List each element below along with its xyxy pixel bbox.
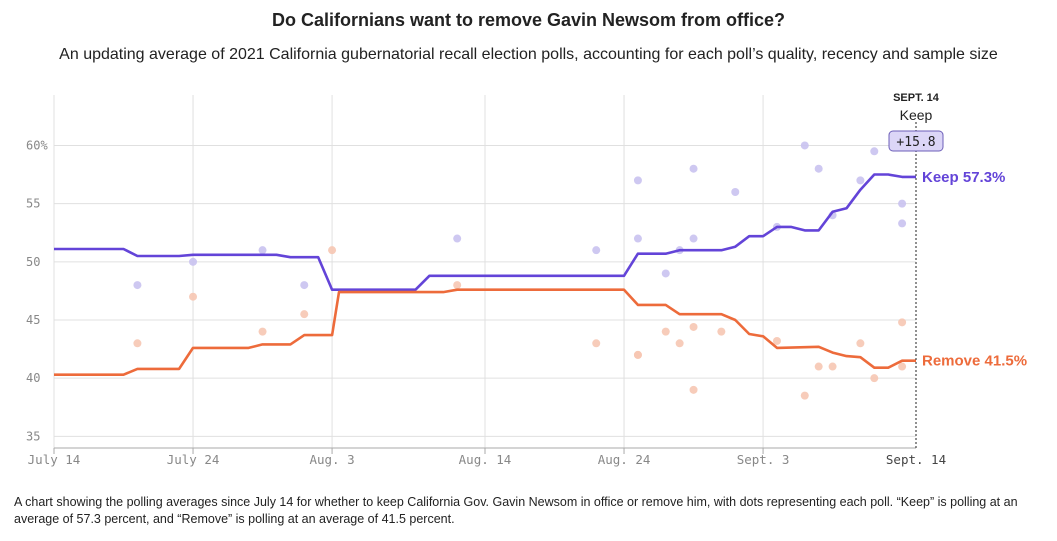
- remove-poll-dot: [717, 327, 726, 336]
- remove-poll-dot: [592, 339, 601, 348]
- keep-poll-dot: [856, 176, 865, 185]
- annotation-date-label: SEPT. 14: [893, 92, 940, 104]
- keep-poll-dot: [592, 246, 601, 255]
- annotation-leader-label: Keep: [900, 107, 933, 123]
- keep-poll-dot: [300, 281, 309, 290]
- keep-poll-dot: [133, 281, 142, 290]
- remove-poll-dot: [800, 391, 809, 400]
- remove-poll-dot: [453, 281, 462, 290]
- remove-poll-dot: [675, 339, 684, 348]
- y-tick-label: 60%: [26, 138, 48, 152]
- remove-poll-dot: [328, 246, 337, 255]
- keep-poll-dot: [453, 234, 462, 243]
- chart-title: Do Californians want to remove Gavin New…: [271, 10, 786, 30]
- remove-poll-dot: [258, 327, 267, 336]
- x-tick-label: Aug. 14: [459, 452, 512, 467]
- remove-end-label: Remove 41.5%: [922, 353, 1027, 370]
- x-tick-label: Aug. 24: [598, 452, 651, 467]
- remove-poll-dot: [689, 322, 698, 331]
- labels-layer: July 14 July 24 Aug. 3 Aug. 14 Aug. 24 Sept. …: [26, 92, 1027, 467]
- y-tick-label: 40: [26, 371, 40, 385]
- keep-poll-dot: [898, 199, 907, 208]
- keep-average-line: [54, 173, 916, 291]
- remove-poll-dot: [689, 385, 698, 394]
- keep-poll-dot: [633, 234, 642, 243]
- keep-poll-dot: [898, 219, 907, 228]
- keep-poll-dot: [731, 188, 740, 196]
- margin-label: +15.8: [896, 135, 935, 150]
- poll-dots-layer: [133, 141, 907, 400]
- x-tick-label: Aug. 3: [309, 452, 354, 467]
- keep-poll-dot: [689, 234, 698, 243]
- x-tick-label: July 14: [28, 452, 81, 467]
- polling-average-chart: July 14 July 24 Aug. 3 Aug. 14 Aug. 24 Sept. …: [26, 92, 1027, 467]
- y-tick-label: 35: [26, 429, 40, 443]
- x-tick-label: Sept. 3: [737, 452, 790, 467]
- chart-subtitle: An updating average of 2021 California g…: [59, 46, 998, 63]
- keep-poll-dot: [258, 246, 267, 255]
- chart-caption: A chart showing the polling averages sin…: [14, 495, 1018, 526]
- keep-end-label: Keep 57.3%: [922, 169, 1005, 186]
- remove-poll-dot: [133, 339, 142, 348]
- remove-poll-dot: [870, 374, 879, 383]
- remove-poll-dot: [856, 339, 865, 348]
- remove-poll-dot: [661, 327, 670, 336]
- remove-poll-dot: [633, 350, 642, 359]
- grid-layer: [53, 95, 916, 454]
- x-tick-label: July 24: [167, 452, 220, 467]
- remove-poll-dot: [898, 318, 907, 327]
- remove-poll-dot: [828, 362, 837, 371]
- keep-poll-dot: [814, 164, 823, 173]
- remove-average-line: [54, 288, 916, 376]
- remove-poll-dot: [189, 292, 198, 301]
- remove-poll-dot: [898, 362, 907, 371]
- keep-poll-dot: [189, 257, 198, 266]
- remove-poll-dot: [300, 310, 309, 319]
- y-tick-label: 50: [26, 255, 40, 269]
- keep-poll-dot: [689, 164, 698, 173]
- y-tick-label: 45: [26, 313, 40, 327]
- margin-badge: [888, 130, 944, 152]
- keep-poll-dot: [800, 141, 809, 150]
- keep-poll-dot: [633, 176, 642, 185]
- keep-poll-dot: [661, 269, 670, 278]
- keep-poll-dot: [870, 147, 879, 156]
- x-tick-label: Sept. 14: [886, 452, 946, 467]
- series-lines-layer: [54, 173, 916, 376]
- remove-poll-dot: [772, 336, 781, 345]
- y-tick-label: 55: [26, 197, 40, 211]
- remove-poll-dot: [814, 362, 823, 371]
